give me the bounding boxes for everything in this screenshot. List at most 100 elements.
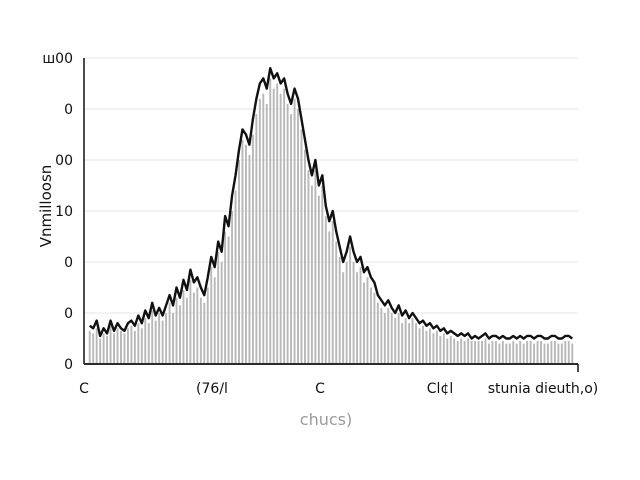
bar: [522, 343, 525, 364]
bar: [234, 190, 237, 364]
bar: [248, 154, 251, 364]
bar: [415, 323, 418, 364]
bar: [467, 338, 470, 364]
bar: [345, 262, 348, 364]
bar: [192, 292, 195, 364]
bar: [231, 211, 234, 364]
bar-series: [88, 78, 574, 365]
bar: [418, 328, 421, 364]
bar: [533, 343, 536, 364]
bar: [519, 341, 522, 364]
bar: [369, 287, 372, 364]
bar: [276, 83, 279, 364]
bar: [383, 313, 386, 364]
bar: [307, 170, 310, 364]
bar: [366, 277, 369, 364]
y-tick-label: 10: [55, 204, 73, 220]
bar: [283, 88, 286, 364]
bar: [550, 341, 553, 364]
bar: [508, 343, 511, 364]
y-tick-label: ш00: [42, 51, 73, 67]
bar: [494, 341, 497, 364]
bar: [241, 139, 244, 364]
y-tick-label: 0: [64, 102, 73, 118]
y-axis-title: Vnmilloosn: [37, 165, 55, 248]
series-line: [89, 67, 573, 340]
bar: [245, 144, 247, 364]
bar: [175, 297, 178, 364]
bar: [338, 256, 341, 364]
y-tick-label: 0: [64, 306, 73, 322]
x-tick-label: C: [315, 381, 325, 397]
bar: [564, 341, 567, 364]
bar: [317, 195, 320, 364]
bar: [199, 297, 202, 364]
bar: [376, 302, 379, 364]
bar: [238, 160, 240, 364]
bar: [408, 323, 411, 364]
x-tick-label: (76/l: [196, 381, 228, 397]
bar: [481, 341, 483, 364]
x-tick-label: C: [79, 381, 89, 397]
bar: [126, 328, 129, 364]
bar: [168, 302, 171, 364]
bar: [394, 318, 397, 364]
bar: [484, 338, 487, 364]
bar: [442, 333, 445, 364]
bar: [137, 323, 140, 364]
bar: [251, 134, 254, 364]
bar: [185, 297, 188, 364]
bar: [331, 221, 334, 364]
bar: [158, 313, 161, 364]
bar: [363, 282, 365, 364]
bar: [460, 338, 463, 364]
bar: [380, 307, 383, 364]
x-tick-label: Cl¢l: [427, 381, 453, 397]
bar: [304, 149, 306, 364]
bar: [547, 343, 549, 364]
bar: [206, 287, 209, 364]
bar: [449, 335, 452, 364]
bar: [536, 341, 539, 364]
bar: [314, 170, 317, 364]
bar: [491, 341, 494, 364]
bar: [99, 338, 102, 364]
bar: [116, 328, 119, 364]
bar: [165, 313, 168, 364]
bar: [144, 318, 147, 364]
bar: [425, 330, 428, 364]
bar: [567, 341, 570, 364]
bar: [290, 114, 293, 364]
bar: [262, 93, 265, 364]
bar: [498, 343, 501, 364]
bar: [106, 335, 109, 364]
bar: [373, 292, 376, 364]
bar: [435, 330, 438, 364]
bar: [220, 262, 223, 364]
bar: [133, 330, 136, 364]
bar: [387, 307, 390, 364]
bar: [359, 267, 362, 364]
bar: [453, 338, 456, 364]
bar: [179, 305, 181, 364]
bar: [432, 333, 435, 364]
bar: [92, 333, 95, 364]
bar: [279, 93, 282, 364]
bar: [224, 231, 227, 364]
bar: [540, 341, 542, 364]
bar: [130, 325, 133, 364]
bar: [213, 277, 216, 364]
bar: [196, 287, 199, 364]
bar: [335, 241, 338, 364]
bar: [557, 343, 560, 364]
bar: [147, 323, 150, 364]
y-tick-label: 0: [64, 255, 73, 271]
bar: [293, 98, 296, 365]
bar: [390, 313, 393, 364]
bar: [352, 262, 355, 364]
bar: [349, 246, 352, 364]
bar: [113, 333, 115, 364]
bar: [182, 290, 185, 364]
